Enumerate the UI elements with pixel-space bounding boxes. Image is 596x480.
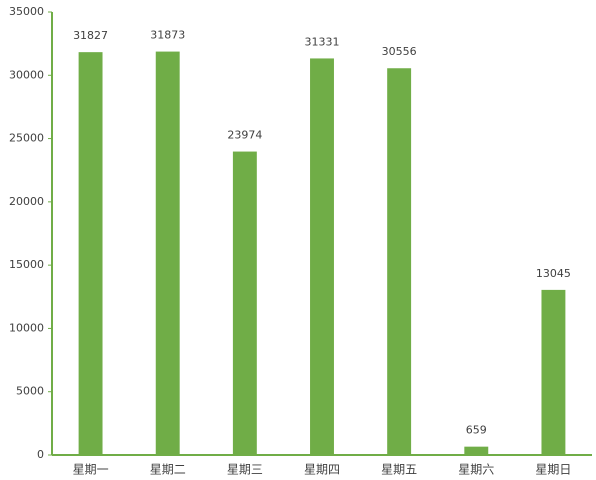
y-tick-label: 20000: [9, 195, 44, 208]
bar: [464, 446, 489, 455]
y-tick-label: 30000: [9, 68, 44, 81]
y-tick-label: 0: [37, 448, 44, 461]
bar: [155, 51, 180, 455]
bar: [541, 289, 566, 455]
x-tick-label: 星期日: [535, 463, 571, 477]
data-label: 31331: [305, 35, 340, 48]
x-tick-label: 星期二: [150, 463, 186, 477]
data-label: 31873: [150, 29, 185, 42]
bar: [387, 68, 412, 455]
x-tick-label: 星期五: [381, 463, 417, 477]
bar: [310, 58, 334, 455]
data-label: 659: [466, 424, 487, 437]
bar: [232, 151, 257, 455]
x-tick-label: 星期一: [73, 463, 109, 477]
y-tick-label: 10000: [9, 321, 44, 334]
bar: [78, 52, 103, 456]
y-tick-label: 15000: [9, 258, 44, 271]
data-label: 23974: [227, 129, 262, 142]
x-tick-label: 星期三: [227, 463, 263, 477]
data-label: 13045: [536, 267, 571, 280]
x-tick-label: 星期四: [304, 463, 340, 477]
y-tick-label: 5000: [16, 385, 44, 398]
y-tick-label: 25000: [9, 132, 44, 145]
x-tick-label: 星期六: [458, 463, 494, 477]
y-tick-label: 35000: [9, 5, 44, 18]
data-label: 30556: [382, 45, 417, 58]
data-label: 31827: [73, 29, 108, 42]
